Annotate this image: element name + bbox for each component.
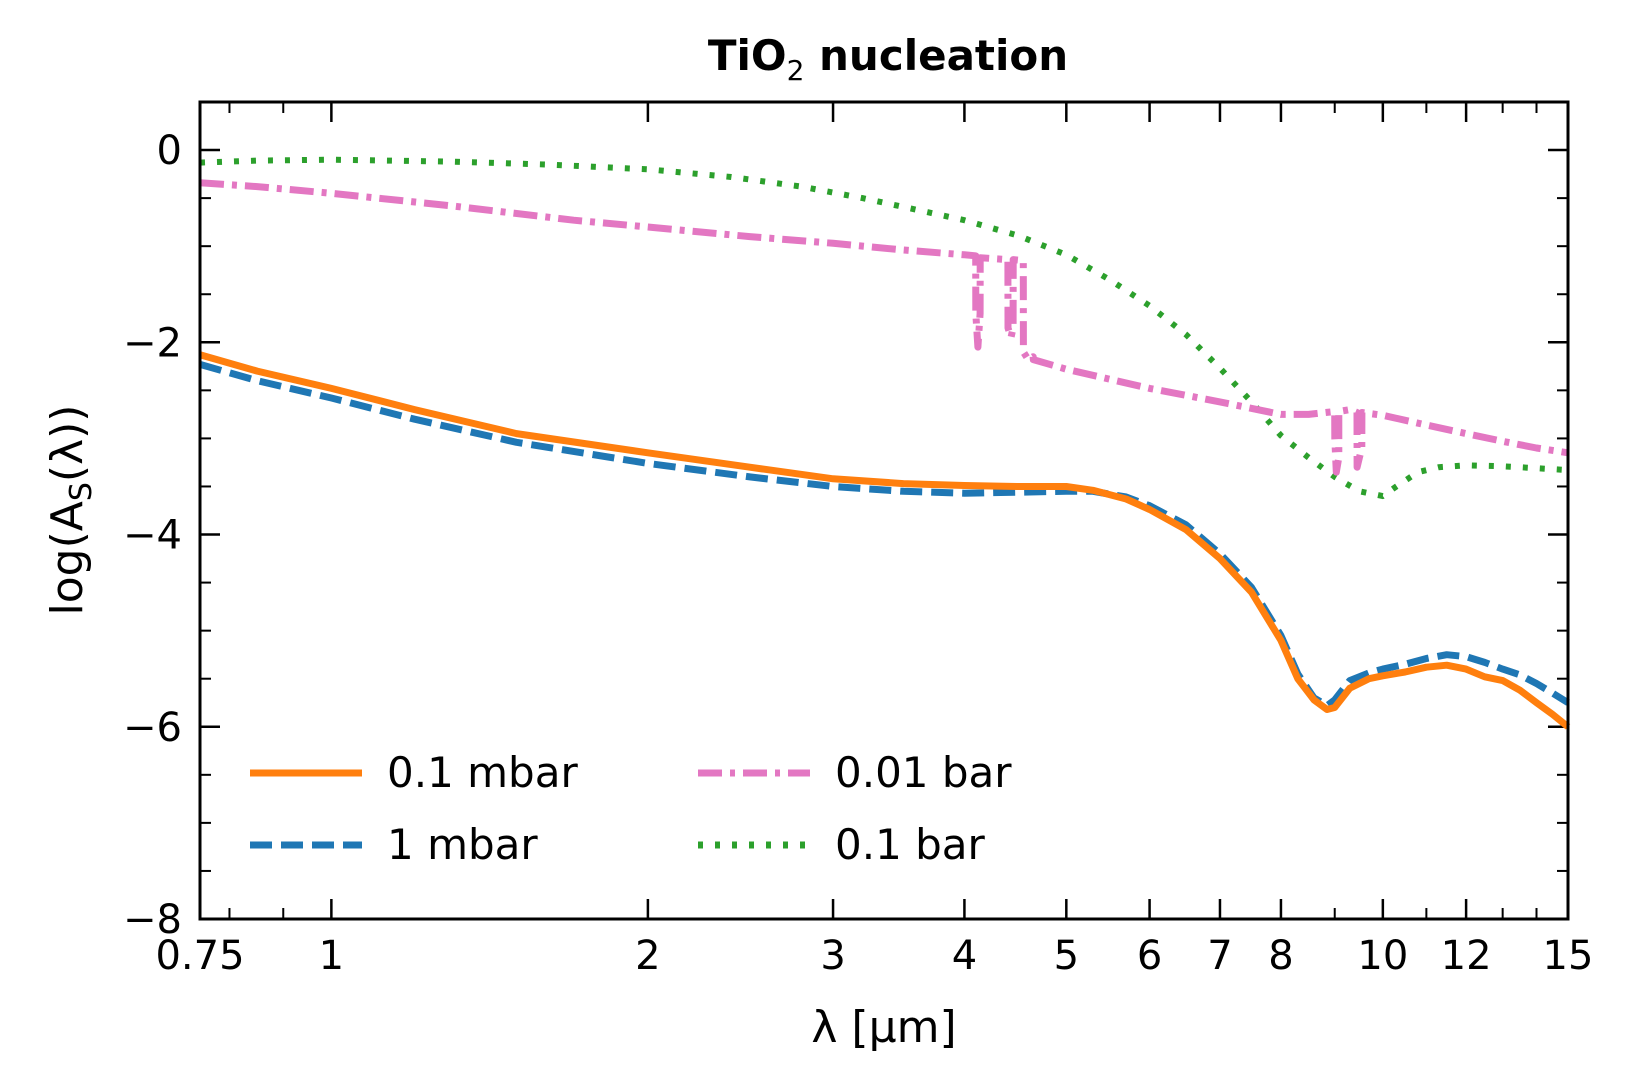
plot-frame bbox=[198, 100, 1570, 921]
x-tick-label: 12 bbox=[1441, 933, 1492, 979]
legend: 0.1 mbar 1 mbar 0.01 bar 0.1 bar bbox=[250, 748, 1012, 869]
x-tick-label: 5 bbox=[1054, 933, 1079, 979]
series-line-0-1-mbar bbox=[199, 351, 1571, 730]
x-tick-label: 15 bbox=[1543, 933, 1594, 979]
legend-label: 0.01 bar bbox=[835, 748, 1012, 797]
legend-label: 1 mbar bbox=[387, 820, 538, 869]
x-tick-label: 0.75 bbox=[155, 933, 244, 979]
x-tick-label: 3 bbox=[820, 933, 845, 979]
x-axis-label: λ [μm] bbox=[811, 1002, 956, 1053]
x-tick-label: 2 bbox=[635, 933, 660, 979]
x-tick-label: 8 bbox=[1268, 933, 1293, 979]
y-axis-label: log(AS(λ)) bbox=[42, 405, 99, 616]
x-tick-label: 6 bbox=[1137, 933, 1162, 979]
x-tick-label: 4 bbox=[952, 933, 977, 979]
y-tick-label: 0 bbox=[157, 128, 182, 174]
y-tick-label: −4 bbox=[123, 513, 182, 559]
x-tick-label: 10 bbox=[1357, 933, 1408, 979]
x-tick-label: 1 bbox=[319, 933, 344, 979]
x-tick-label: 7 bbox=[1207, 933, 1232, 979]
y-tick-label: −8 bbox=[123, 897, 182, 943]
chart-title: TiO2 nucleation bbox=[708, 31, 1068, 87]
tick-labels: 0.75 1 2 3 4 5 6 7 8 10 12 15−8−6−4−20 bbox=[123, 128, 1593, 979]
plot-lines bbox=[199, 156, 1571, 730]
y-tick-label: −6 bbox=[123, 705, 182, 751]
series-line-0-01-bar bbox=[199, 179, 1569, 476]
legend-label: 0.1 mbar bbox=[387, 748, 578, 797]
legend-label: 0.1 bar bbox=[835, 820, 986, 869]
y-tick-label: −2 bbox=[123, 320, 182, 366]
series-line-0-1-bar bbox=[199, 156, 1569, 500]
